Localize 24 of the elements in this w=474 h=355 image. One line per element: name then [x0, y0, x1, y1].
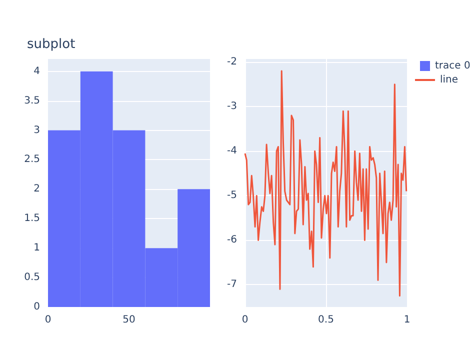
y-tick-label: 0.5	[24, 272, 40, 284]
y-tick-label: 0	[34, 302, 40, 312]
x-tick-label: 0	[242, 314, 248, 326]
x-tick-label: 0.5	[318, 314, 334, 326]
y-tick-label: 2.5	[24, 154, 40, 166]
legend-label: trace 0	[435, 60, 470, 72]
y-tick-label: 2	[34, 184, 40, 195]
y-tick-label: 3.5	[24, 95, 40, 106]
y-tick-label: 1	[34, 242, 40, 254]
y-tick-label: 4	[34, 66, 40, 77]
x-tick-label: 50	[122, 314, 136, 326]
y-tick-label: -5	[227, 190, 237, 202]
line-series	[244, 70, 408, 297]
y-tick-label: 1.5	[24, 213, 40, 224]
y-tick-label: 3	[34, 124, 40, 136]
y-tick-label: -6	[227, 234, 237, 246]
chart-title: subplot	[27, 37, 76, 52]
y-tick-label: -7	[227, 279, 237, 290]
y-tick-label: -4	[227, 146, 237, 157]
y-tick-label: -3	[227, 101, 237, 112]
y-tick-label: -2	[227, 56, 237, 68]
x-tick-label: 1	[404, 314, 410, 326]
x-tick-label: 0	[44, 314, 52, 326]
legend-label: line	[440, 74, 458, 86]
